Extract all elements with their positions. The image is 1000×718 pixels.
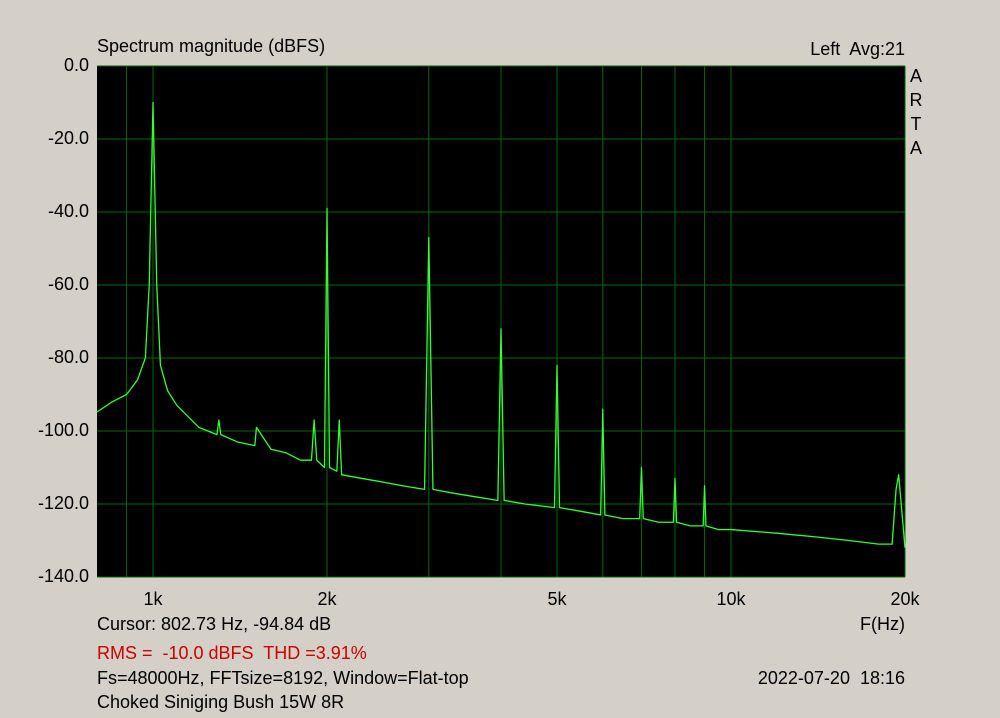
spectrum-line — [96, 101, 906, 548]
cursor-readout: Cursor: 802.73 Hz, -94.84 dB — [97, 614, 331, 634]
settings: Fs=48000Hz, FFTsize=8192, Window=Flat-to… — [97, 668, 469, 688]
x-tick-label: 1k — [144, 589, 164, 609]
y-tick-label: -60.0 — [48, 274, 89, 294]
x-tick-label: 10k — [716, 589, 746, 609]
channel-label: Left Avg:21 — [810, 39, 905, 59]
y-tick-label: -40.0 — [48, 201, 89, 221]
measurement: RMS = -10.0 dBFS THD =3.91% — [97, 643, 367, 663]
x-tick-label: 2k — [317, 589, 337, 609]
x-tick-label: 5k — [548, 589, 568, 609]
x-tick-label: 20k — [890, 589, 920, 609]
y-tick-label: 0.0 — [64, 55, 89, 75]
caption: Choked Siniging Bush 15W 8R — [97, 692, 344, 712]
y-tick-label: -120.0 — [38, 493, 89, 513]
y-tick-label: -100.0 — [38, 420, 89, 440]
brand: ARTA — [906, 66, 926, 162]
y-tick-label: -80.0 — [48, 347, 89, 367]
timestamp: 2022-07-20 18:16 — [758, 668, 905, 688]
y-tick-label: -20.0 — [48, 128, 89, 148]
chart-title: Spectrum magnitude (dBFS) — [97, 36, 325, 56]
y-tick-label: -140.0 — [38, 566, 89, 586]
x-axis-label: F(Hz) — [860, 614, 905, 634]
